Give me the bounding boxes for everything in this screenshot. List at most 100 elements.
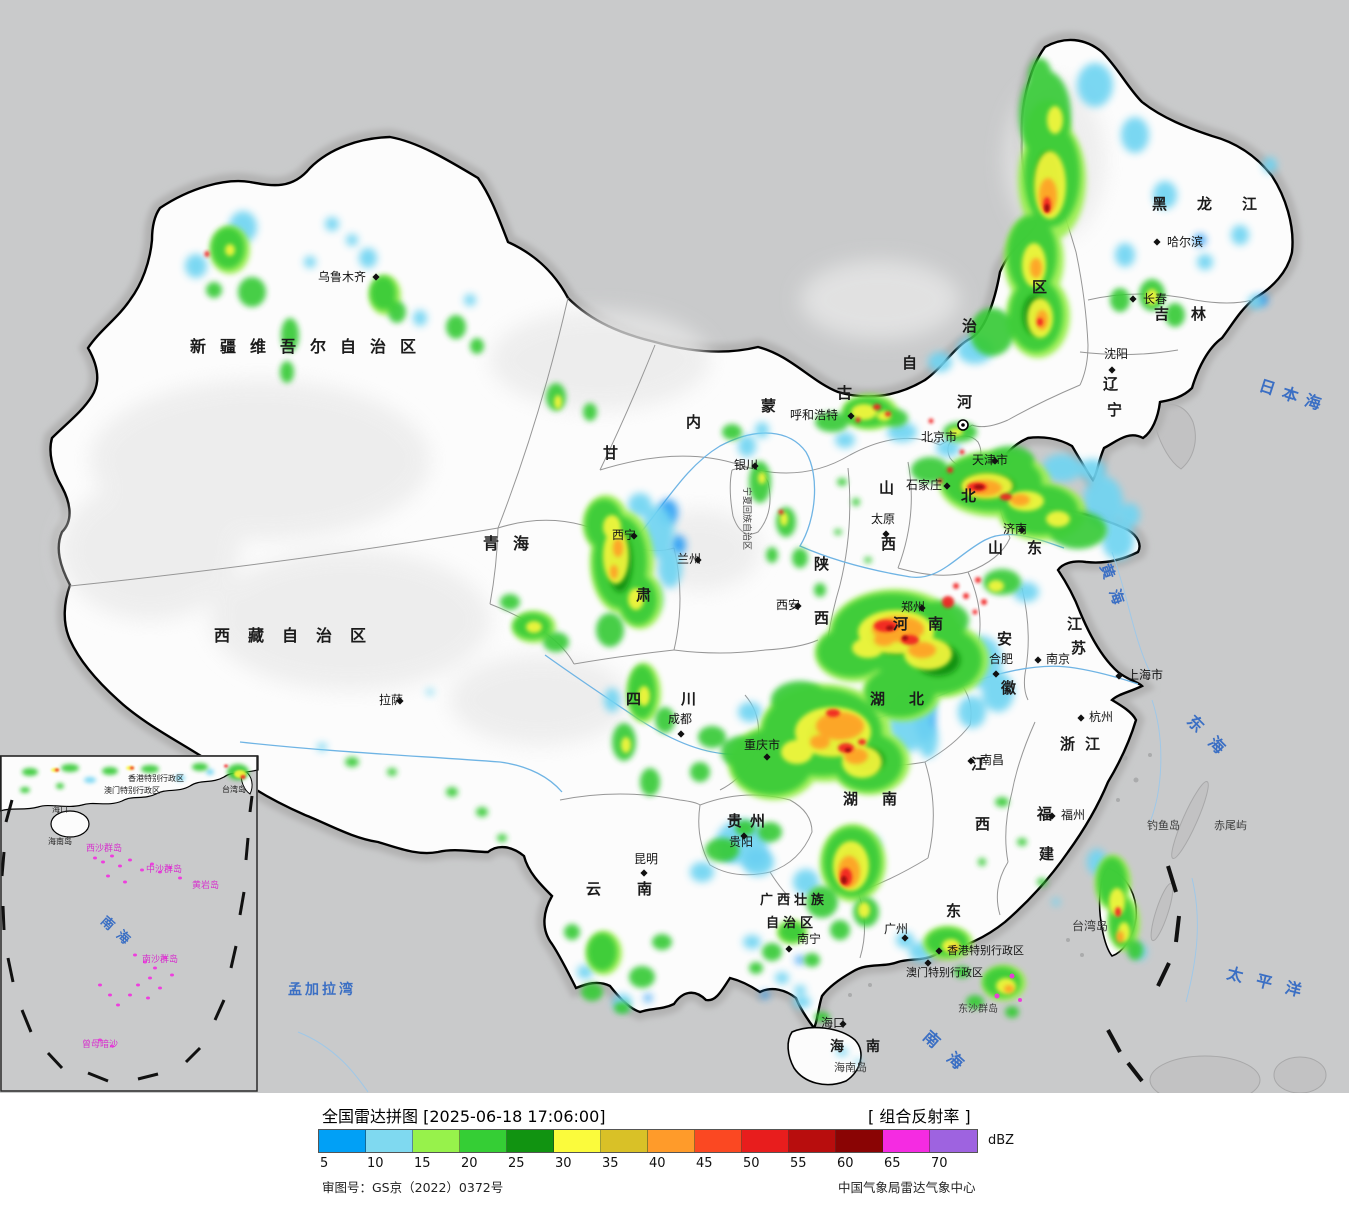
city-label: 南昌 <box>980 752 1004 767</box>
scale-box-15 <box>413 1130 460 1152</box>
province-label: 河南 <box>893 615 963 633</box>
scale-box-35 <box>601 1130 648 1152</box>
city-label: 西宁 <box>612 527 636 542</box>
echo-color-layer <box>84 769 214 783</box>
scale-box-70 <box>930 1130 977 1152</box>
scale-value: 15 <box>414 1156 431 1171</box>
province-label: 甘 <box>603 444 618 462</box>
scale-value: 65 <box>884 1156 901 1171</box>
ryukyu-islands <box>1171 781 1209 859</box>
city-marker-icon <box>943 482 951 490</box>
province-label: 浙江 <box>1060 735 1110 753</box>
city-marker-icon <box>924 959 932 967</box>
city-label: 昆明 <box>634 852 658 866</box>
city-label: 贵阳 <box>729 835 753 849</box>
province-label: 贵州 <box>727 812 773 830</box>
city-marker-icon <box>694 556 702 564</box>
capital-label: 北京市 <box>921 429 957 444</box>
scale-value: 55 <box>790 1156 807 1171</box>
inset-island-label: 南沙群岛 <box>142 953 178 965</box>
province-label: 西藏自治区 <box>214 626 384 645</box>
echo-color-layer <box>20 763 249 793</box>
city-label: 重庆市 <box>744 737 780 752</box>
place-label: 宁夏回族自治区 <box>741 487 753 550</box>
city-label: 合肥 <box>989 651 1013 666</box>
province-label: 内 <box>686 413 701 431</box>
city-marker-icon <box>1048 812 1056 820</box>
city-marker-icon <box>882 530 890 538</box>
dbz-scale-numbers: 5 10 15 20 25 30 35 40 45 50 55 60 65 70 <box>318 1156 1018 1172</box>
city-label: 上海市 <box>1127 667 1163 682</box>
province-label: 吉林 <box>1154 305 1228 323</box>
province-label: 肃 <box>636 586 651 604</box>
coastal-lines <box>297 551 1198 1093</box>
credit-label: 中国气象局雷达气象中心 <box>838 1180 976 1195</box>
scale-value: 35 <box>602 1156 619 1171</box>
city-label: 海口 <box>821 1015 845 1030</box>
city-marker-icon <box>991 457 999 465</box>
scale-value: 50 <box>743 1156 760 1171</box>
city-marker-icon <box>1108 366 1116 374</box>
province-label: 陕 <box>814 555 829 573</box>
city-label: 南宁 <box>797 931 821 946</box>
city-marker-icon <box>1018 526 1026 534</box>
city-marker-icon <box>918 604 926 612</box>
scale-box-45 <box>695 1130 742 1152</box>
inset-border <box>0 755 258 1092</box>
province-label: 新疆维吾尔自治区 <box>190 337 430 356</box>
scale-value: 25 <box>508 1156 525 1171</box>
city-label: 福州 <box>1061 807 1085 822</box>
city-marker-icon <box>785 945 793 953</box>
city-label: 沈阳 <box>1104 346 1128 361</box>
place-label: 台湾岛 <box>1072 918 1108 933</box>
province-label: 湖南 <box>843 790 921 808</box>
city-marker-icon <box>1129 295 1137 303</box>
scale-box-5 <box>319 1130 366 1152</box>
city-marker-icon <box>630 532 638 540</box>
city-marker-icon <box>1115 672 1123 680</box>
radar-echo-layer <box>185 58 1277 1065</box>
echo-color-layer <box>93 854 182 1048</box>
city-label: 拉萨 <box>379 692 403 707</box>
echo-color-layer <box>841 204 1050 884</box>
province-label: 苏 <box>1071 639 1086 657</box>
scale-box-25 <box>507 1130 554 1152</box>
city-label: 兰州 <box>677 552 701 566</box>
island <box>1273 1056 1327 1093</box>
dbz-unit-label: dBZ <box>988 1133 1015 1148</box>
inset-hainan <box>50 810 90 838</box>
sea-label: 孟加拉湾 <box>288 981 356 998</box>
city-marker-icon <box>901 934 909 942</box>
city-marker-icon <box>794 602 802 610</box>
scale-box-30 <box>554 1130 601 1152</box>
city-label: 广州 <box>884 922 908 936</box>
city-marker-icon <box>992 670 1000 678</box>
city-label: 太原 <box>871 511 895 526</box>
city-marker-icon <box>396 697 404 705</box>
province-label: 云南 <box>586 880 688 898</box>
product-label: [ 组合反射率 ] <box>868 1107 971 1126</box>
city-marker-icon <box>677 730 685 738</box>
inset-place-label: 澳门特别行政区 <box>104 785 160 795</box>
city-label: 银川 <box>734 458 758 472</box>
place-label: 钓鱼岛 <box>1147 818 1180 832</box>
province-label: 海南 <box>830 1038 902 1055</box>
scale-value: 40 <box>649 1156 666 1171</box>
scale-value: 60 <box>837 1156 854 1171</box>
province-label: 西 <box>881 535 896 553</box>
city-label: 郑州 <box>901 599 925 614</box>
city-marker-icon <box>1034 656 1042 664</box>
city-marker-icon <box>640 869 648 877</box>
city-label: 天津市 <box>972 452 1008 467</box>
coastal-islets <box>848 753 1152 997</box>
scale-box-65 <box>883 1130 930 1152</box>
province-label: 山东 <box>988 539 1066 557</box>
nine-dash-line <box>1106 865 1181 1083</box>
province-label: 江 <box>1067 615 1082 633</box>
city-label: 成都 <box>668 712 692 726</box>
city-marker-icon <box>1153 238 1161 246</box>
